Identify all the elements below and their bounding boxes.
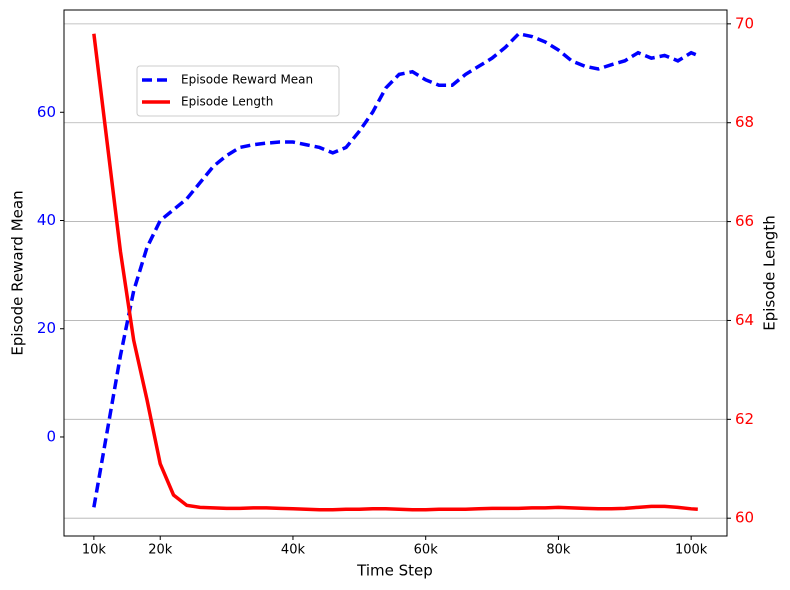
series-line xyxy=(92,33,698,512)
x-tick-label: 100k xyxy=(675,543,708,558)
legend-label: Episode Length xyxy=(181,95,273,109)
x-tick-label: 10k xyxy=(82,543,107,558)
y2-tick-label: 68 xyxy=(735,113,754,131)
x-axis-title: Time Step xyxy=(356,562,433,580)
y-tick-label: 20 xyxy=(37,319,56,337)
x-tick-label: 20k xyxy=(148,543,173,558)
series-line xyxy=(92,31,699,508)
y2-tick-label: 60 xyxy=(735,509,754,527)
y-tick-label: 60 xyxy=(37,103,56,121)
y-axis-title: Episode Reward Mean xyxy=(9,190,27,355)
legend: Episode Reward Mean Episode Length xyxy=(136,65,340,117)
y2-tick-label: 62 xyxy=(735,410,754,428)
y2-tick-label: 66 xyxy=(735,212,754,230)
plot-frame xyxy=(63,9,728,537)
y2-axis-title: Episode Length xyxy=(761,215,779,330)
legend-label: Episode Reward Mean xyxy=(181,73,313,87)
y2-tick-label: 64 xyxy=(735,311,754,329)
y-tick-label: 40 xyxy=(37,211,56,229)
x-tick-label: 80k xyxy=(546,543,571,558)
y-tick-label: 0 xyxy=(46,427,56,445)
x-tick-label: 60k xyxy=(414,543,439,558)
y2-tick-label: 70 xyxy=(735,14,754,32)
x-tick-label: 40k xyxy=(281,543,306,558)
legend-box xyxy=(136,65,340,117)
